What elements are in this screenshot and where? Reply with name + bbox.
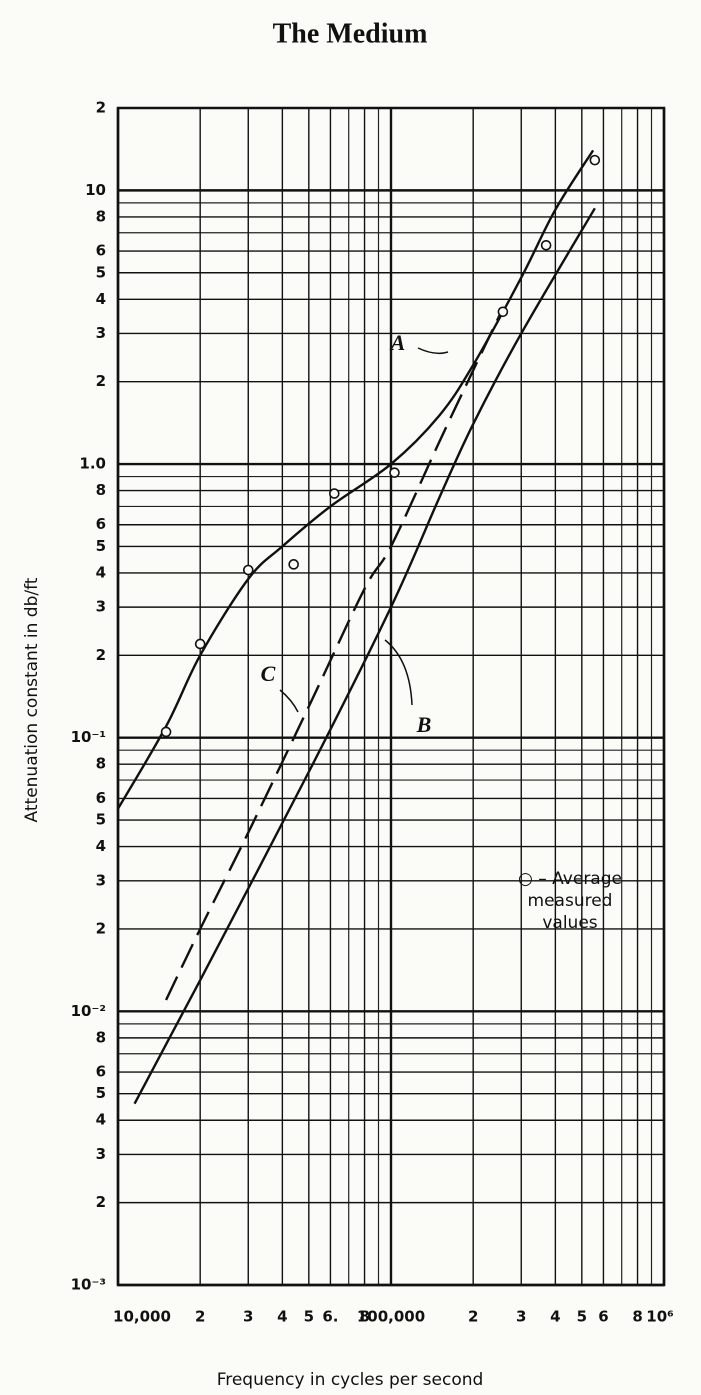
- y-tick-label: 8: [96, 755, 106, 773]
- curve: [116, 149, 595, 810]
- measured-point: [288, 559, 299, 570]
- leader-b: [384, 639, 413, 706]
- y-tick-label: 4: [96, 563, 106, 581]
- y-tick-label: 4: [96, 290, 106, 308]
- legend-marker: ○: [518, 869, 539, 889]
- y-tick-label: 4: [96, 1111, 106, 1129]
- y-tick-label: 2: [96, 646, 106, 664]
- y-tick-label: 4: [96, 837, 106, 855]
- y-tick-label: 6: [96, 789, 106, 807]
- y-tick-label: 5: [96, 1084, 106, 1102]
- y-tick-label: 1.0: [79, 455, 106, 473]
- x-tick-label: 5: [577, 1308, 587, 1326]
- y-tick-label: 2: [96, 372, 106, 390]
- measured-point: [497, 306, 509, 318]
- legend: ○ – Average measured values: [505, 868, 635, 934]
- x-tick-label: 5: [304, 1308, 314, 1326]
- x-tick-label: 10,000: [113, 1308, 171, 1326]
- x-tick-label: 10⁶: [646, 1308, 673, 1326]
- x-tick-label: 2: [195, 1308, 205, 1326]
- x-tick-label: 8: [359, 1308, 369, 1326]
- x-tick-label: 6: [598, 1308, 608, 1326]
- measured-point: [242, 564, 254, 576]
- measured-point: [540, 239, 552, 251]
- y-tick-label: 3: [96, 871, 106, 889]
- curve: [164, 314, 501, 1001]
- chart-title: The Medium: [273, 18, 428, 49]
- measured-point: [589, 154, 601, 166]
- x-tick-label: 2: [468, 1308, 478, 1326]
- plot-frame: [116, 106, 666, 1287]
- y-tick-label: 3: [96, 1145, 106, 1163]
- y-tick-label: 8: [96, 207, 106, 225]
- y-tick-label: 10⁻³: [71, 1276, 106, 1294]
- measured-point: [160, 726, 172, 738]
- measured-point: [329, 488, 340, 499]
- curve-label: C: [261, 661, 276, 686]
- measured-point: [389, 467, 400, 478]
- y-tick-label: 5: [96, 537, 106, 555]
- grid: [116, 107, 666, 1287]
- leader-a: [417, 347, 449, 355]
- y-axis-label: Attenuation constant in db/ft: [22, 577, 42, 822]
- legend-text: – Average measured values: [527, 869, 622, 933]
- x-tick-label: 3: [243, 1308, 253, 1326]
- y-tick-label: 8: [96, 1028, 106, 1046]
- y-tick-label: 8: [96, 481, 106, 499]
- x-tick-label: 6.: [322, 1308, 338, 1326]
- y-tick-label: 5: [96, 811, 106, 829]
- y-tick-label: 2: [96, 99, 106, 117]
- x-tick-label: 3: [516, 1308, 526, 1326]
- measured-point: [194, 638, 206, 650]
- y-tick-label: 2: [96, 1193, 106, 1211]
- y-tick-label: 6: [96, 1063, 106, 1081]
- x-tick-label: 4: [550, 1308, 560, 1326]
- y-tick-label: 10: [85, 181, 106, 199]
- curve: [133, 207, 596, 1105]
- x-tick-label: 8: [632, 1308, 642, 1326]
- x-axis-label: Frequency in cycles per second: [217, 1370, 484, 1390]
- y-tick-label: 3: [96, 598, 106, 616]
- curve-label: A: [389, 330, 406, 355]
- y-tick-label: 3: [96, 324, 106, 342]
- y-tick-label: 2: [96, 919, 106, 937]
- curve-label: B: [416, 712, 432, 737]
- y-tick-label: 10⁻¹: [71, 728, 106, 746]
- x-tick-label: 100,000: [357, 1308, 425, 1326]
- y-tick-label: 6: [96, 242, 106, 260]
- y-tick-label: 10⁻²: [71, 1002, 106, 1020]
- y-tick-label: 5: [96, 263, 106, 281]
- x-tick-label: 4: [277, 1308, 287, 1326]
- y-tick-label: 6: [96, 515, 106, 533]
